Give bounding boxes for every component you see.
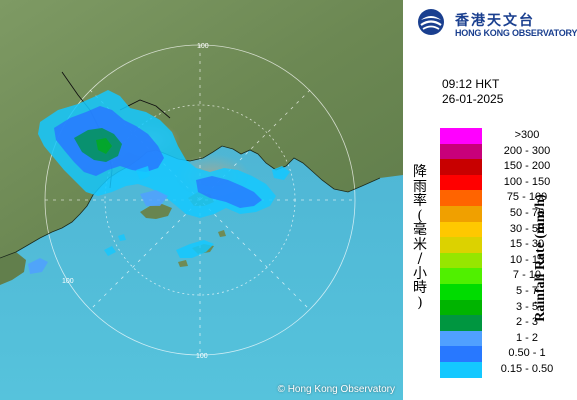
- legend-swatch: [440, 299, 482, 316]
- legend-swatch: [440, 205, 482, 222]
- range-label: 100: [197, 43, 209, 50]
- legend-label: 1 - 2: [515, 331, 538, 344]
- legend-label: 0.15 - 0.50: [500, 362, 554, 375]
- legend-label: 75 - 100: [506, 191, 548, 204]
- legend-swatch: [440, 221, 482, 238]
- legend-label: 15 - 30: [509, 238, 545, 251]
- legend-swatch: [440, 190, 482, 206]
- land-mainland: [0, 0, 403, 258]
- legend-swatch: [440, 330, 482, 347]
- legend-row: 200 - 300: [440, 143, 560, 160]
- echo-patch: [104, 234, 126, 256]
- radar-echoes: [28, 90, 290, 274]
- rainfall-legend: >300 200 - 300 150 - 200 100 - 150 75 - 100 5…: [440, 128, 560, 378]
- legend-swatch: [440, 361, 482, 378]
- observatory-emblem-icon: [418, 9, 444, 35]
- legend-row: 50 - 75: [440, 205, 560, 222]
- radar-image: 100 100 100: [0, 0, 403, 400]
- legend-label: 50 - 75: [509, 206, 545, 219]
- legend-label: 7 - 10: [512, 269, 542, 282]
- legend-row: 100 - 150: [440, 174, 560, 191]
- legend-label: 0.50 - 1: [508, 347, 546, 360]
- legend-row: 3 - 5: [440, 299, 560, 316]
- echo-patch: [136, 166, 150, 180]
- legend-row: 1 - 2: [440, 330, 560, 347]
- legend-row: 5 - 7: [440, 283, 560, 300]
- legend-swatch: [440, 315, 482, 331]
- legend-row: 2 - 3: [440, 315, 560, 331]
- legend-swatch: [440, 174, 482, 191]
- legend-row: >300: [440, 128, 560, 144]
- legend-swatch: [440, 237, 482, 253]
- legend-row: 10 - 15: [440, 252, 560, 269]
- side-panel: 香港天文台 HONG KONG OBSERVATORY 09:12 HKT 26…: [403, 0, 577, 400]
- legend-label: 30 - 50: [509, 222, 545, 235]
- legend-row: 150 - 200: [440, 159, 560, 175]
- range-label: 100: [196, 353, 208, 360]
- echo-patch: [28, 258, 48, 274]
- copyright-notice: © Hong Kong Observatory: [277, 384, 395, 395]
- legend-swatch: [440, 159, 482, 175]
- legend-row: 15 - 30: [440, 237, 560, 253]
- legend-swatch: [440, 252, 482, 269]
- echo-green: [96, 138, 112, 154]
- legend-label: 3 - 5: [515, 300, 538, 313]
- legend-swatch: [440, 128, 482, 144]
- observation-time: 09:12 HKT: [442, 77, 500, 91]
- logo-name-zh: 香港天文台: [455, 13, 535, 29]
- legend-swatch: [440, 346, 482, 362]
- land-west: [0, 252, 26, 285]
- echo-medium: [196, 176, 262, 208]
- legend-label: 2 - 3: [515, 316, 538, 329]
- legend-row: 7 - 10: [440, 268, 560, 284]
- legend-label: >300: [514, 129, 540, 141]
- legend-label: 150 - 200: [503, 160, 551, 173]
- legend-swatch: [440, 143, 482, 160]
- observatory-logo: 香港天文台 HONG KONG OBSERVATORY: [415, 6, 577, 42]
- legend-row: 30 - 50: [440, 221, 560, 238]
- legend-label: 10 - 15: [509, 253, 545, 266]
- logo-name-en: HONG KONG OBSERVATORY: [455, 28, 577, 38]
- echo-patch: [272, 166, 290, 180]
- legend-swatch: [440, 283, 482, 300]
- legend-title-zh: 降雨率(毫米 / 小時): [413, 164, 427, 311]
- legend-label: 200 - 300: [503, 144, 551, 157]
- legend-label: 100 - 150: [503, 175, 551, 188]
- observation-date: 26-01-2025: [442, 92, 504, 106]
- legend-label: 5 - 7: [515, 284, 538, 297]
- echo-patch: [140, 190, 168, 206]
- land-lantau: [140, 204, 172, 219]
- echo-patch: [176, 240, 214, 258]
- range-label: 100: [62, 278, 74, 285]
- legend-row: 75 - 100: [440, 190, 560, 206]
- legend-row: 0.15 - 0.50: [440, 361, 560, 378]
- radar-map: 100 100 100 © Hong Kong Observatory: [0, 0, 403, 400]
- legend-row: 0.50 - 1: [440, 346, 560, 362]
- legend-swatch: [440, 268, 482, 284]
